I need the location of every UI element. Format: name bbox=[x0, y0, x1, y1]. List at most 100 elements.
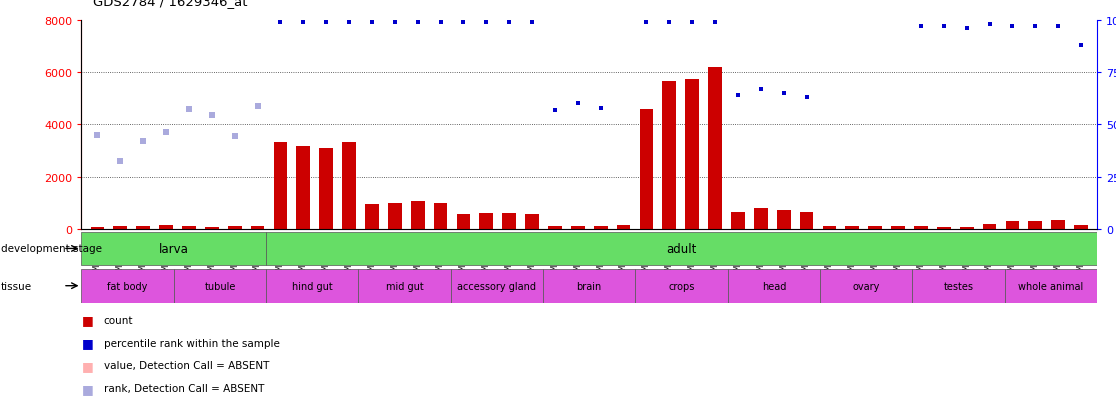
Text: head: head bbox=[762, 281, 786, 291]
Bar bbox=[914, 227, 927, 229]
Point bbox=[432, 19, 450, 26]
Bar bbox=[846, 227, 859, 229]
Point bbox=[935, 24, 953, 30]
Bar bbox=[273, 142, 287, 229]
Point bbox=[180, 106, 198, 113]
Point bbox=[546, 107, 564, 114]
Point bbox=[271, 19, 289, 26]
Point bbox=[157, 129, 175, 136]
Bar bbox=[297, 146, 310, 229]
Point bbox=[683, 19, 701, 26]
Bar bbox=[1029, 222, 1042, 229]
Text: whole animal: whole animal bbox=[1018, 281, 1084, 291]
Bar bbox=[90, 227, 104, 229]
Bar bbox=[451, 269, 543, 303]
Bar bbox=[543, 269, 635, 303]
Bar bbox=[777, 210, 790, 229]
Bar bbox=[731, 212, 744, 229]
Text: ovary: ovary bbox=[853, 281, 879, 291]
Bar bbox=[266, 269, 358, 303]
Bar bbox=[937, 227, 951, 229]
Bar bbox=[319, 148, 333, 229]
Bar bbox=[617, 226, 631, 229]
Point bbox=[798, 95, 816, 101]
Bar bbox=[983, 224, 997, 229]
Text: larva: larva bbox=[158, 242, 189, 255]
Bar bbox=[251, 227, 264, 229]
Bar bbox=[182, 227, 195, 229]
Point bbox=[112, 158, 129, 165]
Bar bbox=[205, 227, 219, 229]
Bar bbox=[266, 232, 1097, 266]
Text: ■: ■ bbox=[81, 313, 94, 327]
Text: adult: adult bbox=[666, 242, 696, 255]
Point bbox=[340, 19, 358, 26]
Bar bbox=[868, 226, 882, 229]
Point bbox=[912, 24, 930, 30]
Bar bbox=[594, 227, 607, 229]
Bar bbox=[526, 215, 539, 229]
Bar bbox=[343, 143, 356, 229]
Bar bbox=[548, 227, 561, 229]
Point bbox=[249, 103, 267, 110]
Bar bbox=[820, 269, 913, 303]
Text: ■: ■ bbox=[81, 359, 94, 372]
Text: testes: testes bbox=[943, 281, 973, 291]
Text: ■: ■ bbox=[81, 336, 94, 349]
Point bbox=[637, 19, 655, 26]
Bar bbox=[635, 269, 728, 303]
Bar bbox=[663, 82, 676, 229]
Bar bbox=[136, 227, 150, 229]
Bar bbox=[709, 68, 722, 229]
Text: mid gut: mid gut bbox=[386, 281, 423, 291]
Bar bbox=[434, 204, 448, 229]
Bar bbox=[960, 227, 973, 229]
Bar bbox=[571, 226, 585, 229]
Point bbox=[661, 19, 679, 26]
Bar bbox=[639, 109, 653, 229]
Point bbox=[88, 132, 106, 139]
Text: brain: brain bbox=[577, 281, 602, 291]
Point bbox=[729, 93, 747, 99]
Point bbox=[958, 26, 975, 32]
Point bbox=[523, 19, 541, 26]
Bar bbox=[365, 204, 378, 229]
Bar bbox=[81, 232, 266, 266]
Point bbox=[454, 19, 472, 26]
Point bbox=[1027, 24, 1045, 30]
Bar bbox=[411, 201, 424, 229]
Text: accessory gland: accessory gland bbox=[458, 281, 537, 291]
Point bbox=[1003, 24, 1021, 30]
Text: hind gut: hind gut bbox=[292, 281, 333, 291]
Point bbox=[295, 19, 312, 26]
Text: fat body: fat body bbox=[107, 281, 147, 291]
Bar bbox=[822, 227, 836, 229]
Bar bbox=[913, 269, 1004, 303]
Point bbox=[317, 19, 335, 26]
Point bbox=[591, 105, 609, 112]
Bar bbox=[480, 213, 493, 229]
Point bbox=[408, 19, 426, 26]
Bar bbox=[160, 226, 173, 229]
Point bbox=[500, 19, 518, 26]
Text: ■: ■ bbox=[81, 382, 94, 395]
Bar bbox=[456, 215, 470, 229]
Text: crops: crops bbox=[668, 281, 695, 291]
Point bbox=[981, 21, 999, 28]
Bar bbox=[1006, 221, 1019, 229]
Point bbox=[775, 90, 792, 97]
Bar bbox=[1051, 220, 1065, 229]
Bar bbox=[892, 227, 905, 229]
Bar bbox=[228, 226, 241, 229]
Text: tubule: tubule bbox=[204, 281, 235, 291]
Point bbox=[1072, 43, 1090, 49]
Point bbox=[203, 112, 221, 119]
Bar bbox=[388, 204, 402, 229]
Point bbox=[569, 101, 587, 107]
Text: GDS2784 / 1629346_at: GDS2784 / 1629346_at bbox=[93, 0, 247, 8]
Text: value, Detection Call = ABSENT: value, Detection Call = ABSENT bbox=[104, 361, 269, 370]
Bar bbox=[358, 269, 451, 303]
Bar bbox=[800, 212, 814, 229]
Point bbox=[752, 86, 770, 93]
Bar bbox=[754, 208, 768, 229]
